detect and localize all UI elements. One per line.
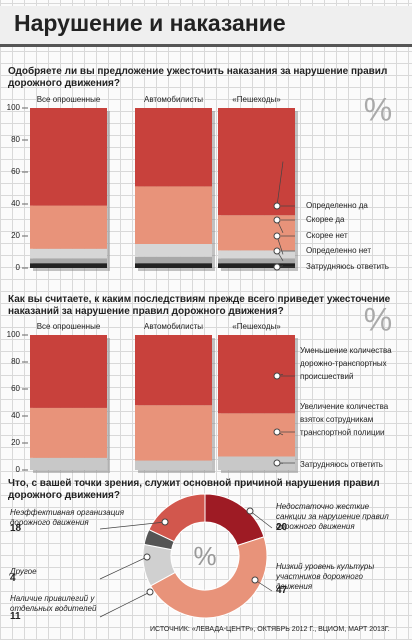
y-tick-label: 40	[11, 411, 20, 420]
y-tick-label: 80	[11, 135, 20, 144]
value-label: 47	[276, 585, 288, 596]
y-tick-label: 40	[11, 199, 20, 208]
title: Нарушение и наказание	[14, 10, 286, 36]
source: ИСТОЧНИК: «ЛЕВАДА-ЦЕНТР», ОКТЯБРЬ 2012 Г…	[150, 626, 390, 633]
bar-segment	[30, 258, 107, 264]
question: Что, с вашей точки зрения, служит основн…	[8, 478, 380, 501]
category-label: Наличие привилегий у отдельных водителей	[10, 594, 97, 613]
category-label: Автомобилисты	[144, 322, 203, 331]
label-marker	[146, 588, 154, 596]
y-tick-label: 100	[7, 103, 21, 112]
category-label: Другое	[10, 567, 37, 576]
legend-marker	[273, 216, 281, 224]
legend-marker	[273, 247, 281, 255]
bar-segment	[30, 108, 107, 206]
legend-label: Определенно нет	[306, 246, 372, 255]
label-connector	[99, 521, 166, 530]
bar-segment	[218, 413, 295, 457]
bar-segment	[135, 186, 212, 244]
label-connector	[249, 510, 273, 529]
legend-label: Увеличение количества взяток сотрудникам…	[300, 402, 389, 437]
y-tick-label: 0	[16, 465, 21, 474]
label-marker	[251, 576, 259, 584]
label-marker	[246, 507, 254, 515]
value-label: 11	[10, 611, 21, 622]
legend-label: Затрудняюсь ответить	[300, 460, 383, 469]
bar-segment	[218, 108, 295, 216]
category-label: Все опрошенные	[37, 95, 101, 104]
legend-label: Затрудняюсь ответить	[306, 262, 389, 271]
legend-marker	[273, 372, 281, 380]
category-label: «Пешеходы»	[232, 322, 281, 331]
bar-segment	[135, 263, 212, 268]
y-tick-label: 100	[7, 330, 21, 339]
bar-segment	[135, 244, 212, 257]
legend-marker	[273, 202, 281, 210]
bar-segment	[135, 256, 212, 264]
y-tick-label: 20	[11, 438, 20, 447]
category-label: Автомобилисты	[144, 95, 203, 104]
category-label: Низкий уровень культуры участников дорож…	[276, 562, 375, 591]
donut-segment	[148, 493, 206, 543]
y-tick-label: 80	[11, 357, 20, 366]
donut-segment	[149, 536, 268, 619]
legend-marker	[273, 428, 281, 436]
category-label: Недостаточно жесткие санкции за нарушени…	[276, 502, 389, 531]
label-marker	[161, 518, 169, 526]
legend-connector	[276, 161, 284, 207]
legend-label: Определенно да	[306, 201, 368, 210]
bar-segment	[218, 250, 295, 259]
donut-segment	[204, 493, 265, 547]
bar-segment	[135, 108, 212, 187]
y-tick-label: 60	[11, 167, 20, 176]
value-label: 18	[10, 523, 22, 534]
value-label: 4	[10, 573, 16, 584]
unit-symbol: %	[364, 91, 392, 127]
unit-symbol: %	[364, 301, 392, 337]
legend-marker	[273, 263, 281, 271]
question: Одобряете ли вы предложение ужесточить н…	[8, 66, 388, 89]
category-label: «Пешеходы»	[232, 95, 281, 104]
bar-segment	[30, 457, 107, 470]
bar-segment	[30, 335, 107, 408]
bar-segment	[135, 460, 212, 470]
bar-segment	[218, 335, 295, 414]
category-label: Все опрошенные	[37, 322, 101, 331]
bar-segment	[30, 263, 107, 268]
label-connector	[99, 591, 151, 618]
bar-segment	[218, 258, 295, 264]
y-tick-label: 20	[11, 231, 20, 240]
legend-label: Скорее да	[306, 215, 345, 224]
bar-segment	[30, 205, 107, 249]
bar-segment	[135, 405, 212, 461]
legend-label: Скорее нет	[306, 231, 348, 240]
question: Как вы считаете, к каким последствиям пр…	[8, 294, 391, 317]
bar-segment	[30, 407, 107, 458]
value-label: 20	[276, 522, 288, 533]
legend-marker	[273, 459, 281, 467]
bar-segment	[218, 215, 295, 251]
label-connector	[99, 556, 148, 580]
bar-segment	[135, 335, 212, 406]
legend-label: Уменьшение количества дорожно-транспортн…	[300, 346, 392, 381]
bar-segment	[30, 248, 107, 259]
bar-segment	[218, 263, 295, 268]
y-tick-label: 60	[11, 384, 20, 393]
category-label: Неэффективная организация дорожного движ…	[10, 508, 124, 527]
label-marker	[143, 553, 151, 561]
legend-marker	[273, 232, 281, 240]
y-tick-label: 0	[16, 263, 21, 272]
center-label: %	[193, 541, 216, 571]
title-band	[0, 6, 412, 47]
